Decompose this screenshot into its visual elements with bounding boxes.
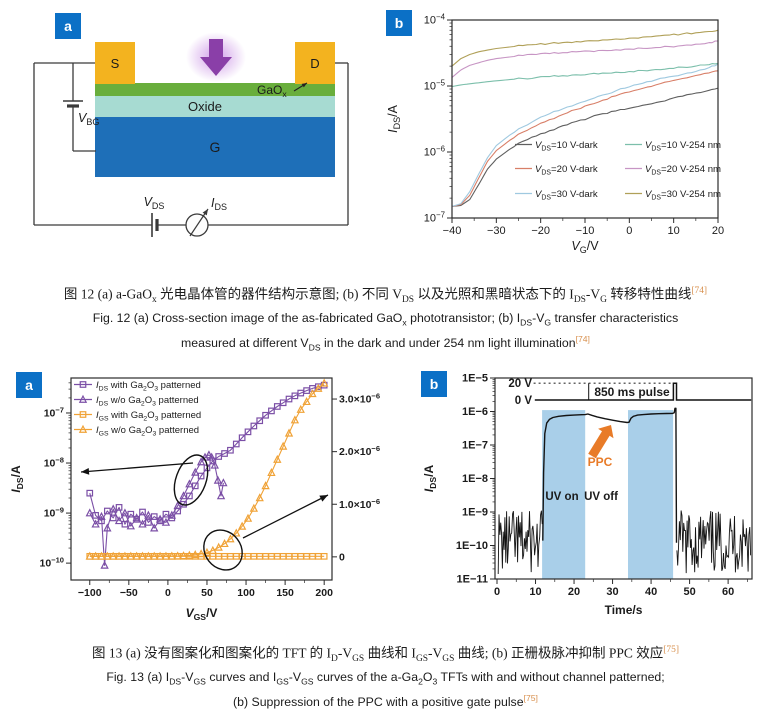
svg-text:40: 40 xyxy=(645,586,657,598)
svg-text:60: 60 xyxy=(722,586,734,598)
svg-text:IDS/A: IDS/A xyxy=(422,465,438,493)
svg-text:IDS: IDS xyxy=(211,196,227,212)
svg-text:20: 20 xyxy=(568,586,580,598)
svg-text:850 ms pulse: 850 ms pulse xyxy=(594,385,670,399)
svg-text:10−7: 10−7 xyxy=(44,405,64,419)
svg-text:IGS w/o Ga2O3 patterned: IGS w/o Ga2O3 patterned xyxy=(96,425,199,437)
svg-text:0: 0 xyxy=(494,586,500,598)
svg-text:GaOx: GaOx xyxy=(257,83,287,99)
svg-text:3.0×10−6: 3.0×10−6 xyxy=(339,392,380,406)
svg-text:VDS=20 V-dark: VDS=20 V-dark xyxy=(535,164,598,176)
svg-text:200: 200 xyxy=(315,587,333,599)
panel-12b-badge: b xyxy=(386,10,412,36)
svg-text:1E−10: 1E−10 xyxy=(456,540,488,552)
svg-text:10: 10 xyxy=(529,586,541,598)
svg-text:10−5: 10−5 xyxy=(424,78,446,92)
svg-text:IDS w/o Ga2O3 patterned: IDS w/o Ga2O3 patterned xyxy=(96,395,199,407)
figure-12-caption-zh: 图 12 (a) a-GaOx 光电晶体管的器件结构示意图; (b) 不同 VD… xyxy=(63,286,708,306)
svg-text:−40: −40 xyxy=(443,225,462,237)
svg-text:50: 50 xyxy=(683,586,695,598)
svg-text:VDS=30 V-254 nm: VDS=30 V-254 nm xyxy=(645,189,721,201)
svg-text:D: D xyxy=(310,56,319,71)
svg-text:0: 0 xyxy=(165,587,171,599)
svg-text:VGS/V: VGS/V xyxy=(186,606,218,622)
svg-text:20 V: 20 V xyxy=(508,378,532,390)
svg-text:VBG: VBG xyxy=(78,111,99,127)
svg-text:1E−9: 1E−9 xyxy=(462,507,488,519)
svg-text:30: 30 xyxy=(606,586,618,598)
svg-text:50: 50 xyxy=(201,587,213,599)
svg-text:100: 100 xyxy=(237,587,255,599)
figure-13b-ppc-chart: 1E−5 1E−6 1E−7 1E−8 1E−9 1E−10 1E−11 0 10 20 30 40 5… xyxy=(422,373,753,617)
svg-text:PPC: PPC xyxy=(588,455,613,469)
svg-text:1E−5: 1E−5 xyxy=(462,373,488,385)
figure-13-caption-zh: 图 13 (a) 没有图案化和图案化的 TFT 的 ID-VGS 曲线和 IGS… xyxy=(92,645,679,665)
svg-text:UV on: UV on xyxy=(545,491,578,503)
svg-text:IDS with Ga2O3 patterned: IDS with Ga2O3 patterned xyxy=(96,380,201,392)
figure-12-caption-en-line1: Fig. 12 (a) Cross-section image of the a… xyxy=(92,311,679,328)
svg-text:1E−7: 1E−7 xyxy=(462,440,488,452)
svg-text:UV off: UV off xyxy=(584,491,618,503)
svg-text:IDS/A: IDS/A xyxy=(9,465,25,493)
svg-text:10−4: 10−4 xyxy=(424,12,446,26)
svg-text:−50: −50 xyxy=(120,587,138,599)
svg-text:1E−11: 1E−11 xyxy=(456,574,488,586)
panel-13b-badge: b xyxy=(421,371,447,397)
svg-text:1.0×10−6: 1.0×10−6 xyxy=(339,497,380,511)
svg-text:10−6: 10−6 xyxy=(424,144,446,158)
svg-text:−20: −20 xyxy=(531,225,550,237)
svg-text:VDS=30 V-dark: VDS=30 V-dark xyxy=(535,189,598,201)
svg-text:0: 0 xyxy=(339,551,345,563)
panel-12a-badge: a xyxy=(55,13,81,39)
svg-text:VDS=10 V-dark: VDS=10 V-dark xyxy=(535,140,598,152)
svg-text:1E−8: 1E−8 xyxy=(462,473,488,485)
figure-13-caption-en-line2: (b) Suppression of the PPC with a positi… xyxy=(233,693,538,710)
figure-12b-transfer-chart: 10−7 10−6 10−5 10−4 −40 −30 −20 −10 0 10 20 VDS=10 … xyxy=(386,12,724,255)
svg-text:Oxide: Oxide xyxy=(188,99,222,114)
figure-12a-device-schematic: S D Oxide G GaOx VBG VDS IDS xyxy=(33,32,349,237)
svg-text:−10: −10 xyxy=(576,225,595,237)
svg-text:−100: −100 xyxy=(78,587,102,599)
figure-13-caption-en-line1: Fig. 13 (a) IDS-VGS curves and IGS-VGS c… xyxy=(106,670,665,687)
panel-13a-badge: a xyxy=(16,372,42,398)
svg-text:−30: −30 xyxy=(487,225,506,237)
svg-text:2.0×10−6: 2.0×10−6 xyxy=(339,444,380,458)
svg-text:VDS=10 V-254 nm: VDS=10 V-254 nm xyxy=(645,140,721,152)
svg-text:VG/V: VG/V xyxy=(571,239,599,255)
svg-text:G: G xyxy=(210,139,221,155)
svg-text:10−9: 10−9 xyxy=(44,506,64,520)
svg-text:10: 10 xyxy=(668,225,680,237)
figure-12-caption-en-line2: measured at different VDS in the dark an… xyxy=(181,334,590,353)
figure-13a-dual-axis-chart: 10−10 10−9 10−8 10−7 0 1.0×10−6 2.0×10−6 3.0×10… xyxy=(9,377,380,622)
svg-text:VDS: VDS xyxy=(144,195,165,211)
svg-text:20: 20 xyxy=(712,225,724,237)
svg-text:1E−6: 1E−6 xyxy=(462,406,488,418)
svg-text:VDS=20 V-254 nm: VDS=20 V-254 nm xyxy=(645,164,721,176)
figure-13-caption: 图 13 (a) 没有图案化和图案化的 TFT 的 ID-VGS 曲线和 IGS… xyxy=(0,641,771,711)
svg-text:0: 0 xyxy=(626,225,632,237)
svg-text:IDS/A: IDS/A xyxy=(386,104,402,132)
svg-text:10−8: 10−8 xyxy=(44,456,64,470)
svg-text:0 V: 0 V xyxy=(515,395,533,407)
svg-text:Time/s: Time/s xyxy=(605,603,643,617)
svg-text:150: 150 xyxy=(276,587,294,599)
svg-text:10−10: 10−10 xyxy=(40,556,65,570)
figure-12-caption: 图 12 (a) a-GaOx 光电晶体管的器件结构示意图; (b) 不同 VD… xyxy=(0,282,771,356)
svg-text:IGS with Ga2O3 patterned: IGS with Ga2O3 patterned xyxy=(96,410,201,422)
svg-text:10−7: 10−7 xyxy=(424,210,445,224)
svg-text:S: S xyxy=(111,56,120,71)
